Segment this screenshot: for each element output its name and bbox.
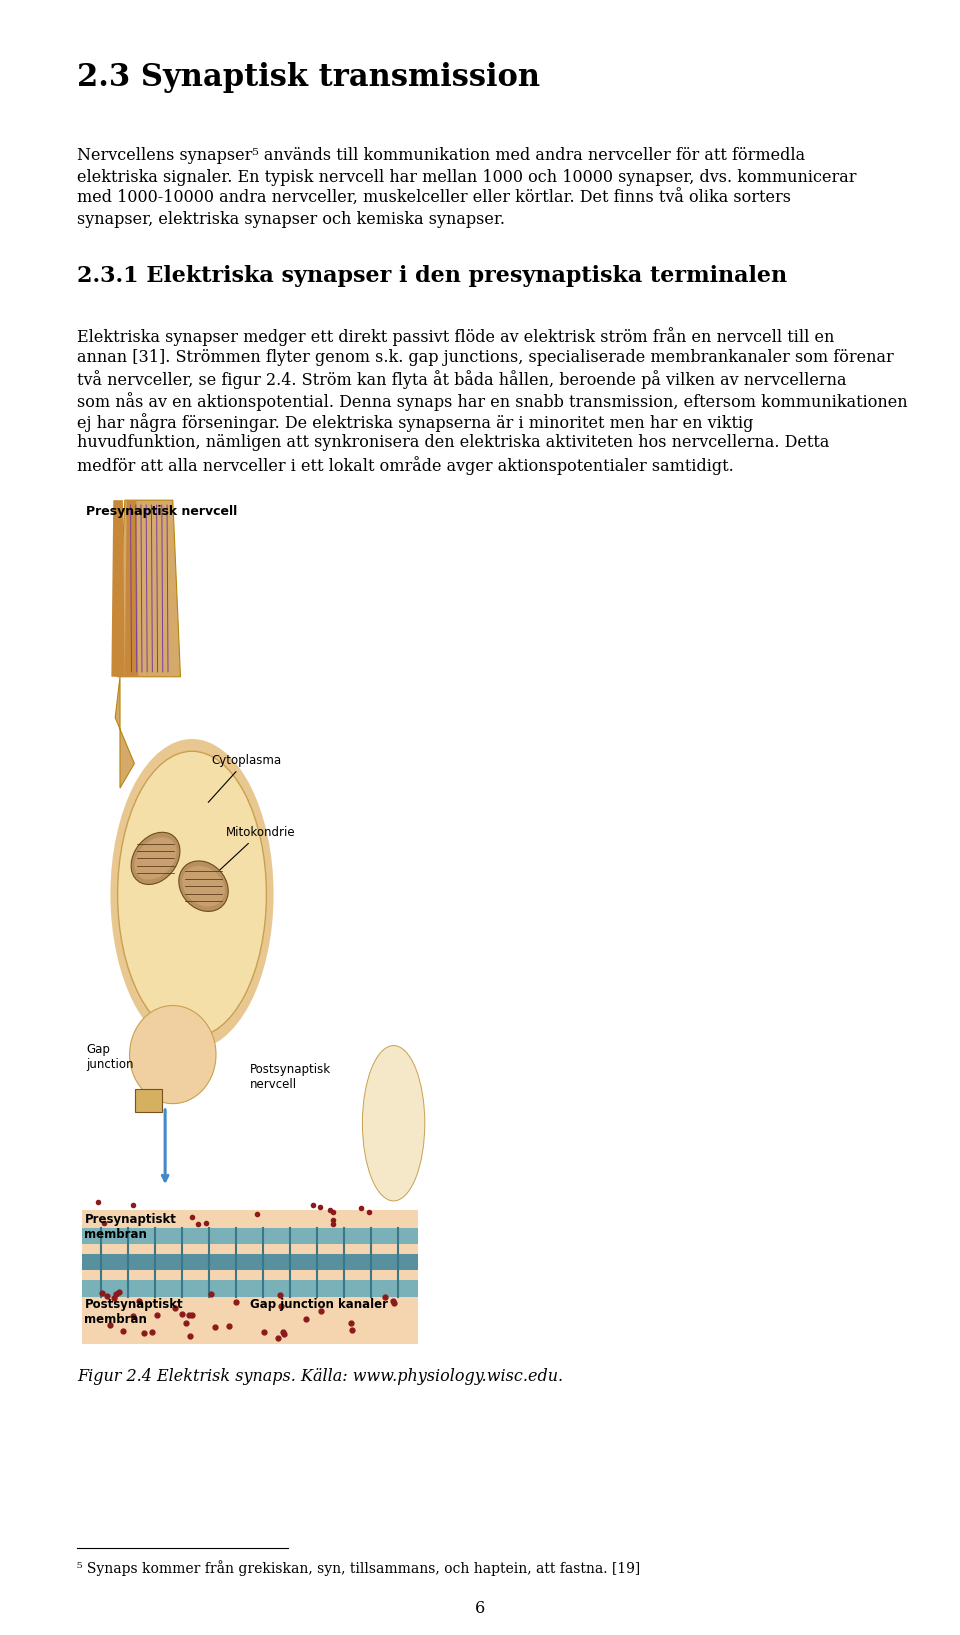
Text: 6: 6 bbox=[475, 1601, 485, 1617]
Text: två nervceller, se figur 2.4. Ström kan flyta åt båda hållen, beroende på vilken: två nervceller, se figur 2.4. Ström kan … bbox=[77, 370, 847, 389]
Text: medför att alla nervceller i ett lokalt område avger aktionspotentialer samtidig: medför att alla nervceller i ett lokalt … bbox=[77, 456, 733, 474]
Ellipse shape bbox=[117, 750, 266, 1037]
Polygon shape bbox=[111, 500, 125, 677]
Text: Postsynaptisk
nervcell: Postsynaptisk nervcell bbox=[250, 1063, 331, 1091]
FancyBboxPatch shape bbox=[82, 1210, 418, 1344]
Text: Gap junction kanaler: Gap junction kanaler bbox=[250, 1298, 388, 1311]
Text: ⁵ Synaps kommer från grekiskan, syn, tillsammans, och haptein, att fastna. [19]: ⁵ Synaps kommer från grekiskan, syn, til… bbox=[77, 1560, 640, 1576]
Ellipse shape bbox=[110, 739, 274, 1050]
Text: som nås av en aktionspotential. Denna synaps har en snabb transmission, eftersom: som nås av en aktionspotential. Denna sy… bbox=[77, 392, 907, 410]
Ellipse shape bbox=[362, 1046, 424, 1200]
Text: Postsynaptiskt
membran: Postsynaptiskt membran bbox=[84, 1298, 183, 1326]
FancyBboxPatch shape bbox=[135, 1089, 162, 1112]
FancyBboxPatch shape bbox=[82, 1228, 418, 1244]
Polygon shape bbox=[117, 500, 180, 677]
Text: med 1000-10000 andra nervceller, muskelceller eller körtlar. Det finns två olika: med 1000-10000 andra nervceller, muskelc… bbox=[77, 190, 791, 208]
Text: 2.3 Synaptisk transmission: 2.3 Synaptisk transmission bbox=[77, 62, 540, 93]
FancyBboxPatch shape bbox=[82, 1254, 418, 1270]
Text: annan [31]. Strömmen flyter genom s.k. gap junctions, specialiserade membrankana: annan [31]. Strömmen flyter genom s.k. g… bbox=[77, 348, 894, 366]
Text: Mitokondrie: Mitokondrie bbox=[213, 826, 296, 876]
Text: Elektriska synapser medger ett direkt passivt flöde av elektrisk ström från en n: Elektriska synapser medger ett direkt pa… bbox=[77, 327, 834, 347]
Text: synapser, elektriska synapser och kemiska synapser.: synapser, elektriska synapser och kemisk… bbox=[77, 211, 505, 229]
Polygon shape bbox=[125, 500, 138, 677]
Text: huvudfunktion, nämligen att synkronisera den elektriska aktiviteten hos nervcell: huvudfunktion, nämligen att synkronisera… bbox=[77, 435, 829, 451]
Text: Presynaptiskt
membran: Presynaptiskt membran bbox=[84, 1213, 177, 1241]
FancyBboxPatch shape bbox=[82, 497, 418, 1344]
Text: Gap
junction: Gap junction bbox=[86, 1043, 133, 1071]
FancyBboxPatch shape bbox=[82, 1280, 418, 1297]
Text: Presynaptisk nervcell: Presynaptisk nervcell bbox=[86, 505, 238, 518]
Ellipse shape bbox=[179, 862, 228, 911]
Text: 2.3.1 Elektriska synapser i den presynaptiska terminalen: 2.3.1 Elektriska synapser i den presynap… bbox=[77, 265, 787, 288]
Text: Figur 2.4 Elektrisk synaps. Källa: www.physiology.wisc.edu.: Figur 2.4 Elektrisk synaps. Källa: www.p… bbox=[77, 1368, 563, 1385]
Polygon shape bbox=[115, 677, 134, 788]
Text: Cytoplasma: Cytoplasma bbox=[208, 754, 281, 803]
Ellipse shape bbox=[182, 867, 225, 906]
Text: elektriska signaler. En typisk nervcell har mellan 1000 och 10000 synapser, dvs.: elektriska signaler. En typisk nervcell … bbox=[77, 168, 856, 185]
Text: Nervcellens synapser⁵ används till kommunikation med andra nervceller för att fö: Nervcellens synapser⁵ används till kommu… bbox=[77, 147, 804, 164]
Ellipse shape bbox=[134, 837, 177, 880]
Text: ej har några förseningar. De elektriska synapserna är i minoritet men har en vik: ej har några förseningar. De elektriska … bbox=[77, 414, 754, 432]
Ellipse shape bbox=[130, 1006, 216, 1104]
Ellipse shape bbox=[132, 832, 180, 885]
